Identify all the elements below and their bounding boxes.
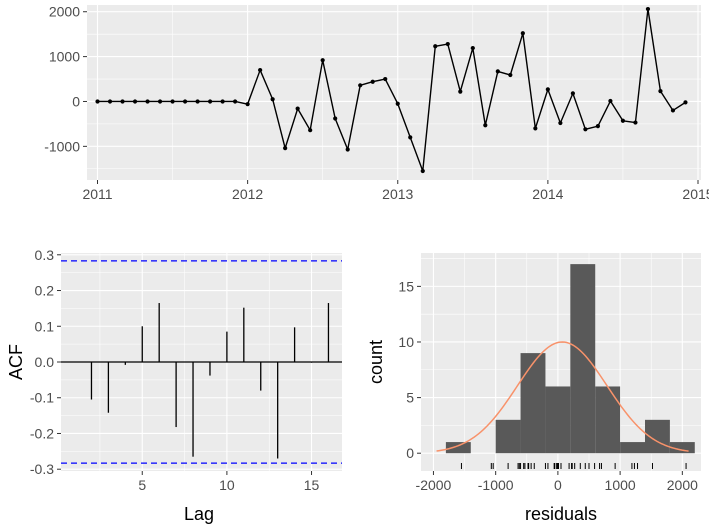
ts-x-tick-label: 2013 <box>382 186 413 202</box>
hist-bar <box>495 419 521 454</box>
hist-x-tick-label: 0 <box>554 477 562 493</box>
ts-data-point <box>645 6 651 12</box>
acf-x-tick-label: 5 <box>138 477 146 493</box>
ts-data-point <box>370 79 375 84</box>
acf-y-axis-title: ACF <box>6 344 26 380</box>
acf-y-tick-label: 0.2 <box>35 283 55 299</box>
hist-y-axis-title: count <box>366 340 386 384</box>
acf-y-tick-label: 0.3 <box>35 247 55 263</box>
hist-bar <box>669 442 695 454</box>
time-series-panel: 2011 2012 2013 2014 2015 -1000 0 1000 2000 <box>44 4 709 202</box>
ts-data-point <box>608 98 613 104</box>
ts-data-point <box>320 58 325 63</box>
hist-y-tick-label: 0 <box>406 445 414 461</box>
ts-x-tick-label: 2015 <box>682 186 709 202</box>
ts-data-point <box>95 99 100 104</box>
ts-data-point <box>195 99 200 104</box>
ts-data-point <box>483 123 488 128</box>
ts-data-point <box>132 99 138 104</box>
ts-data-point <box>107 99 113 104</box>
ts-data-point <box>170 99 175 104</box>
ts-x-tick-label: 2012 <box>232 186 263 202</box>
ts-data-point <box>408 135 413 140</box>
ts-data-point <box>420 168 425 174</box>
ts-data-point <box>533 126 538 131</box>
ts-data-point <box>670 108 676 113</box>
ts-y-tick-label: 0 <box>72 93 80 109</box>
ts-data-point <box>495 69 500 74</box>
acf-y-tick-label: -0.1 <box>30 390 54 406</box>
ts-data-point <box>545 87 550 92</box>
acf-panel: 5 10 15 -0.3 -0.2 -0.1 0.0 0.1 0.2 0.3 Lag ACF <box>6 247 342 524</box>
ts-data-point <box>333 116 338 121</box>
ts-data-point <box>583 127 588 132</box>
ts-data-point <box>295 106 300 111</box>
hist-x-tick-label: -2000 <box>416 477 452 493</box>
hist-y-tick-label: 5 <box>406 390 414 406</box>
ts-data-point <box>207 99 213 104</box>
histogram-panel: -2000 -1000 0 1000 2000 0 5 10 15 residuals count <box>366 253 701 524</box>
ts-x-tick-label: 2011 <box>82 186 112 202</box>
acf-y-tick-label: -0.3 <box>30 461 54 477</box>
ts-data-point <box>383 76 388 82</box>
hist-bar <box>520 353 546 454</box>
ts-y-tick-label: -1000 <box>44 138 80 154</box>
ts-data-point <box>395 101 400 106</box>
ts-y-tick-label: 1000 <box>49 49 80 65</box>
ts-data-point <box>658 89 663 94</box>
acf-x-tick-label: 10 <box>219 477 235 493</box>
ts-data-point <box>258 67 263 73</box>
ts-data-point <box>620 118 626 123</box>
ts-data-point <box>508 72 513 78</box>
ts-data-point <box>182 99 188 104</box>
ts-data-point <box>633 120 638 125</box>
hist-bar <box>570 264 596 454</box>
ts-y-tick-label: 2000 <box>49 4 80 20</box>
ts-data-point <box>558 120 563 126</box>
ts-data-point <box>270 97 275 102</box>
ts-data-point <box>445 41 450 47</box>
hist-y-tick-label: 10 <box>398 334 414 350</box>
ts-data-point <box>458 89 463 94</box>
ts-data-point <box>570 91 575 96</box>
ts-background <box>87 5 701 180</box>
hist-normal-curve <box>436 341 689 452</box>
ts-data-point <box>245 102 250 107</box>
ts-data-point <box>157 99 163 104</box>
hist-bar <box>595 386 621 454</box>
hist-x-tick-label: 1000 <box>605 477 636 493</box>
ts-data-point <box>233 99 238 104</box>
ts-data-point <box>145 99 150 104</box>
ts-data-point <box>308 128 313 133</box>
ts-data-point <box>220 99 225 104</box>
acf-x-tick-label: 15 <box>304 477 320 493</box>
ts-x-tick-label: 2014 <box>532 186 563 202</box>
acf-x-axis-title: Lag <box>184 504 214 524</box>
hist-x-tick-label: 2000 <box>667 477 698 493</box>
acf-y-tick-label: 0.0 <box>35 354 55 370</box>
ts-data-point <box>520 31 525 36</box>
ts-data-point <box>433 44 438 49</box>
hist-x-axis-title: residuals <box>525 504 597 524</box>
ts-data-point <box>595 124 600 129</box>
hist-bar <box>620 442 645 454</box>
acf-y-tick-label: 0.1 <box>35 318 55 334</box>
ts-data-point <box>120 99 125 104</box>
ts-data-point <box>683 100 688 105</box>
acf-y-tick-label: -0.2 <box>30 425 54 441</box>
ts-data-point <box>345 147 350 152</box>
hist-y-tick-label: 15 <box>398 278 414 294</box>
hist-bar <box>445 442 471 454</box>
ts-data-point <box>358 83 363 88</box>
hist-x-tick-label: -1000 <box>478 477 514 493</box>
hist-bar <box>545 386 571 454</box>
ts-data-point <box>470 45 475 51</box>
ts-data-point <box>283 146 288 151</box>
